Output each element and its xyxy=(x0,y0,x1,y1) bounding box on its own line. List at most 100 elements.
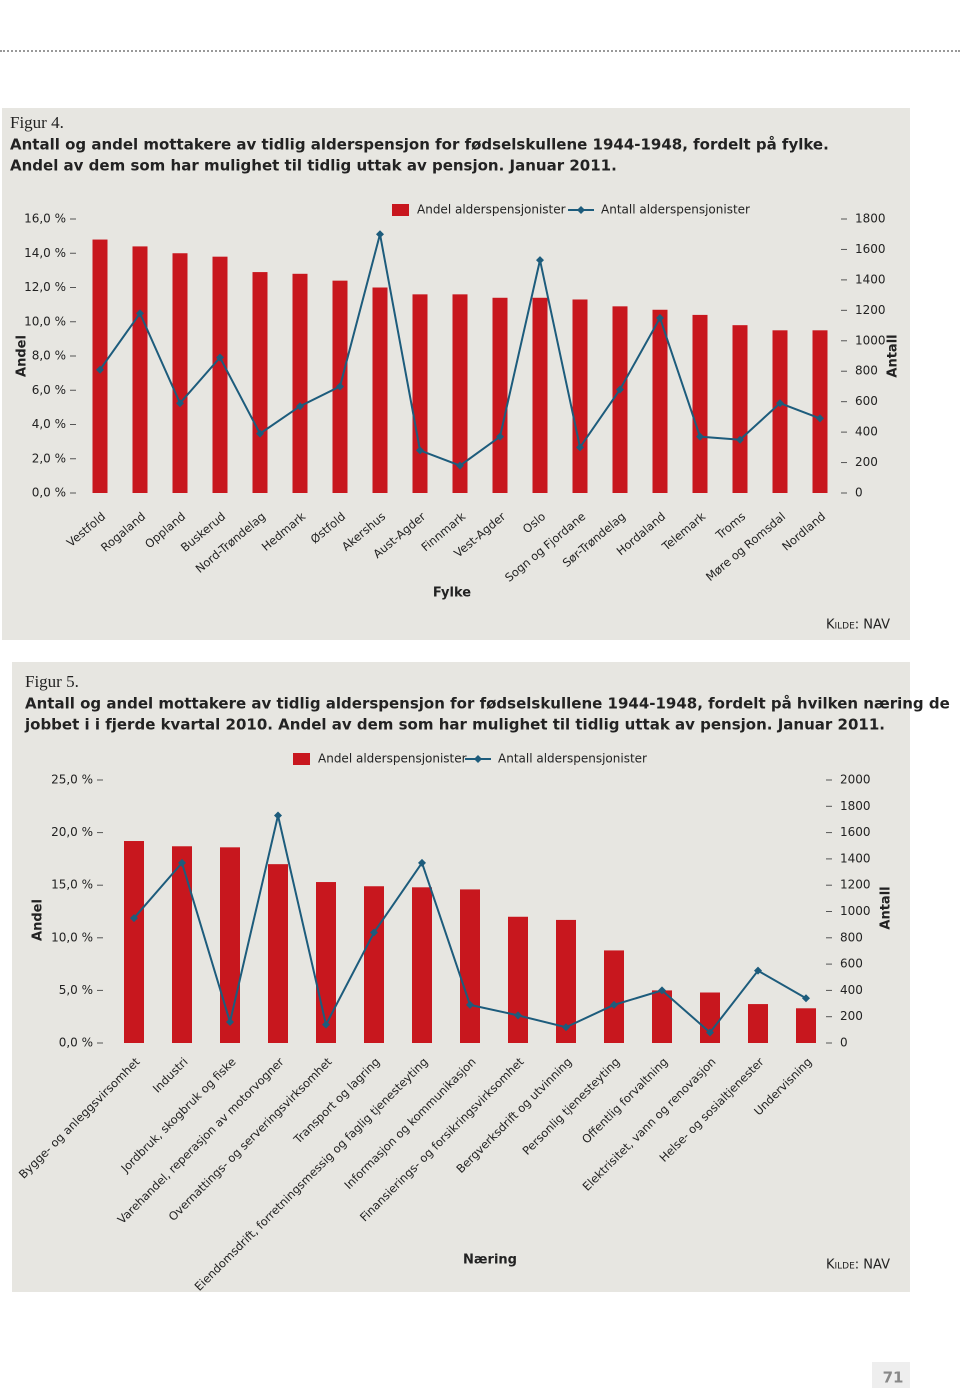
y2-tick-label: 1400 xyxy=(855,272,886,286)
legend-label: Antall alderspensjonister xyxy=(601,203,750,217)
y2-tick-label: 0 xyxy=(855,486,863,500)
x-tick-label: Transport og lagring xyxy=(290,1055,382,1147)
bar xyxy=(220,847,240,1043)
x-tick-label: Nordland xyxy=(779,509,828,553)
bar xyxy=(572,299,588,493)
x-tick-label: Offentlig forvaltning xyxy=(579,1055,671,1147)
y-tick-label: 10,0 % xyxy=(24,314,66,328)
x-tick-label: Telemark xyxy=(659,509,709,554)
bar xyxy=(748,1004,768,1043)
chart-title: Antall og andel mottakere av tidlig alde… xyxy=(25,695,950,713)
y-tick-label: 12,0 % xyxy=(24,280,66,294)
line-marker xyxy=(322,1020,330,1029)
bar xyxy=(132,246,148,493)
y2-tick-label: 1000 xyxy=(840,904,871,918)
line-marker xyxy=(706,1028,714,1037)
bar xyxy=(172,846,192,1043)
y2-tick-label: 2000 xyxy=(840,773,871,787)
y-tick-label: 15,0 % xyxy=(51,878,93,892)
bar xyxy=(532,297,548,493)
line-marker xyxy=(226,1017,234,1026)
line-marker xyxy=(616,385,624,394)
line-marker xyxy=(466,1000,474,1009)
x-tick-label: Hedmark xyxy=(259,509,309,554)
y2-tick-label: 0 xyxy=(840,1036,848,1050)
y2-tick-label: 800 xyxy=(855,364,878,378)
y2-tick-label: 400 xyxy=(840,983,863,997)
bar xyxy=(492,297,508,493)
bar xyxy=(652,309,668,493)
legend-label: Antall alderspensjonister xyxy=(498,752,647,766)
bar xyxy=(372,287,388,493)
line-marker xyxy=(418,858,426,867)
line-marker xyxy=(576,443,584,452)
page-number-box xyxy=(872,1362,910,1388)
line-marker xyxy=(256,429,264,438)
x-axis-title: Næring xyxy=(463,1253,517,1268)
x-tick-label: Oslo xyxy=(520,509,548,536)
bar xyxy=(316,882,336,1043)
legend-swatch xyxy=(392,204,409,216)
line-marker xyxy=(130,914,138,923)
bar xyxy=(364,886,384,1043)
line-marker xyxy=(776,399,784,408)
x-tick-label: Troms xyxy=(712,509,748,542)
bar xyxy=(612,306,628,493)
y2-tick-label: 1200 xyxy=(840,878,871,892)
y-tick-label: 0,0 % xyxy=(59,1036,93,1050)
bar xyxy=(460,889,480,1043)
y-tick-label: 8,0 % xyxy=(32,349,66,363)
bar xyxy=(604,950,624,1043)
y2-tick-label: 400 xyxy=(855,425,878,439)
figure-label: Figur 5. xyxy=(25,672,79,691)
y2-tick-label: 1800 xyxy=(855,212,886,226)
x-tick-label: Rogaland xyxy=(98,509,148,554)
bar xyxy=(796,1008,816,1043)
y-tick-label: 10,0 % xyxy=(51,930,93,944)
y-tick-label: 5,0 % xyxy=(59,983,93,997)
bar xyxy=(508,916,528,1043)
bar xyxy=(172,253,188,493)
figure-label: Figur 4. xyxy=(10,113,64,132)
line-marker xyxy=(610,1000,618,1009)
line-marker xyxy=(216,353,224,362)
top-rule xyxy=(0,50,960,52)
y-tick-label: 6,0 % xyxy=(32,383,66,397)
bar xyxy=(692,314,708,493)
bar xyxy=(412,294,428,493)
chart-title: jobbet i i fjerde kvartal 2010. Andel av… xyxy=(24,716,885,734)
x-tick-label: Finansierings- og forsikringsvirksomhet xyxy=(357,1054,527,1224)
line-marker xyxy=(136,309,144,318)
legend-marker xyxy=(474,755,482,763)
bar xyxy=(652,990,672,1043)
line-marker xyxy=(176,399,184,408)
line-marker xyxy=(736,435,744,444)
x-tick-label: Personlig tjenesteyting xyxy=(519,1055,622,1158)
legend-marker xyxy=(577,206,585,214)
x-tick-label: Varehandel, reperasjon av motorvogner xyxy=(115,1055,287,1227)
source: Kilde: NAV xyxy=(826,618,890,633)
y-tick-label: 25,0 % xyxy=(51,773,93,787)
y2-axis-title: Antall xyxy=(886,334,901,377)
line-marker xyxy=(514,1011,522,1020)
line-marker xyxy=(496,432,504,441)
bar xyxy=(124,841,144,1043)
line-marker xyxy=(370,928,378,937)
line-marker xyxy=(96,365,104,374)
y2-tick-label: 600 xyxy=(855,394,878,408)
line-marker xyxy=(802,994,810,1003)
y2-tick-label: 800 xyxy=(840,930,863,944)
y2-axis-title: Antall xyxy=(879,886,894,929)
y-tick-label: 14,0 % xyxy=(24,246,66,260)
bar xyxy=(268,864,288,1043)
line-marker xyxy=(456,461,464,470)
x-axis-title: Fylke xyxy=(433,586,471,601)
y-tick-label: 4,0 % xyxy=(32,417,66,431)
legend-swatch xyxy=(293,753,310,765)
source: Kilde: NAV xyxy=(826,1258,890,1273)
legend-label: Andel alderspensjonister xyxy=(417,203,566,217)
bar xyxy=(772,330,788,493)
y2-tick-label: 1200 xyxy=(855,303,886,317)
